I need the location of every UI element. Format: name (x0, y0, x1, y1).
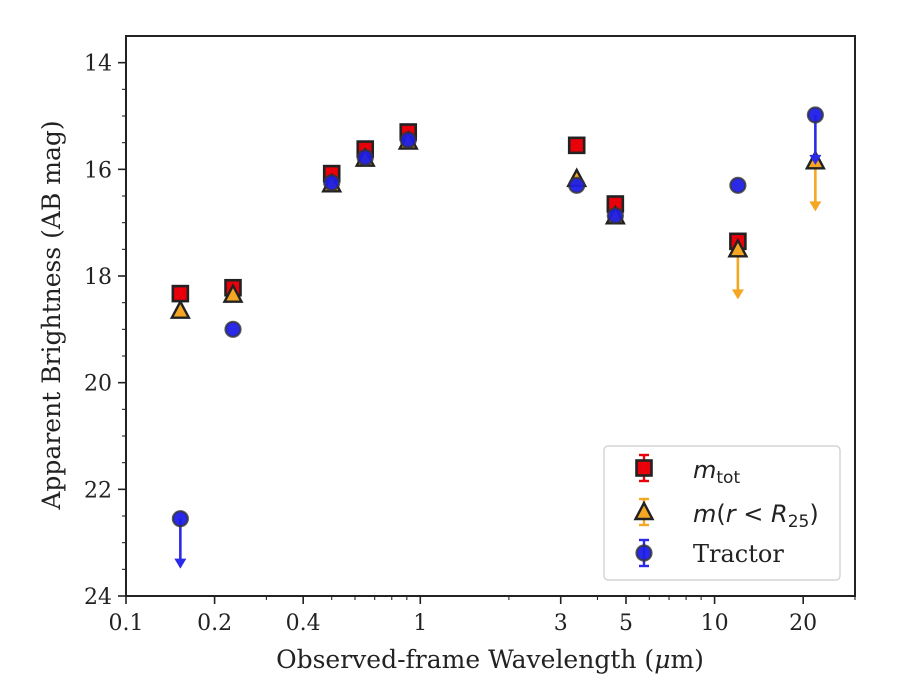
x-axis-label: Observed-frame Wavelength (μm) (276, 645, 704, 674)
legend-box (603, 445, 841, 581)
point-tractor (399, 131, 417, 149)
series-tractor (171, 106, 824, 569)
legend-label-tractor: Tractor (693, 540, 784, 568)
y-axis-label: Apparent Brightness (AB mag) (37, 120, 66, 510)
legend: mtot m(r < R25) Tractor (603, 445, 841, 581)
point-tractor (729, 176, 747, 194)
point-tractor (606, 207, 624, 225)
plot-frame (125, 35, 856, 597)
point-tractor (171, 510, 189, 528)
point-mr25 (727, 237, 749, 258)
point-mr25 (222, 283, 244, 303)
y-tick-label: 18 (84, 265, 112, 290)
point-tractor (568, 176, 586, 194)
legend-label-mr25: m(r < R25) (693, 500, 819, 532)
x-tick-label: 0.1 (109, 611, 144, 636)
x-tick-label: 0.4 (286, 611, 321, 636)
x-tick-label: 5 (619, 611, 633, 636)
y-tick-label: 20 (84, 372, 112, 397)
y-tick-label: 24 (84, 585, 112, 610)
y-tick-label: 22 (84, 478, 112, 503)
y-axis-ticks: 14 16 18 20 22 24 (84, 52, 126, 610)
legend-label-mtot: mtot (693, 456, 740, 488)
point-mtot (171, 284, 190, 303)
point-tractor (224, 320, 242, 338)
x-tick-label: 10 (701, 611, 729, 636)
point-mr25 (169, 299, 191, 319)
x-tick-label: 20 (789, 611, 817, 636)
legend-symbol-mr25 (633, 497, 655, 527)
data-marks (169, 106, 826, 569)
y-tick-label: 14 (84, 52, 112, 77)
point-mtot (567, 136, 586, 155)
legend-symbols (633, 453, 655, 568)
legend-symbol-tractor (635, 538, 653, 568)
x-axis-ticks: 0.1 0.2 0.4 1 3 5 10 20 (109, 596, 856, 636)
x-tick-label: 0.2 (197, 611, 232, 636)
point-tractor (356, 149, 374, 167)
legend-symbol-mtot (635, 453, 653, 483)
y-tick-label: 16 (84, 158, 112, 183)
x-tick-label: 1 (413, 611, 427, 636)
point-tractor (323, 174, 341, 192)
x-tick-label: 3 (554, 611, 568, 636)
point-tractor (806, 106, 824, 124)
